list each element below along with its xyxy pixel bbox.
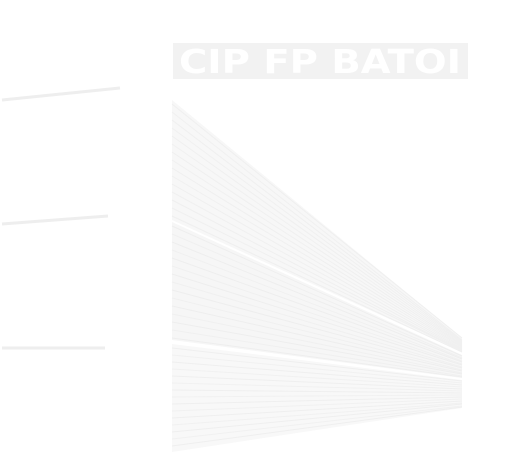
stripe-wedge-top: [171, 100, 463, 353]
wordmark-text: CIP FP BATOI: [179, 42, 461, 81]
side-lines: [1, 86, 121, 350]
stripe-fan: [171, 100, 463, 452]
side-line-top: [1, 86, 121, 102]
stripe-wedge-bottom: [171, 344, 463, 452]
wordmark: CIP FP BATOI: [173, 42, 468, 81]
side-line-middle: [1, 214, 109, 226]
stripe-wedge-middle: [171, 222, 463, 378]
wordmark-block: [173, 43, 468, 79]
